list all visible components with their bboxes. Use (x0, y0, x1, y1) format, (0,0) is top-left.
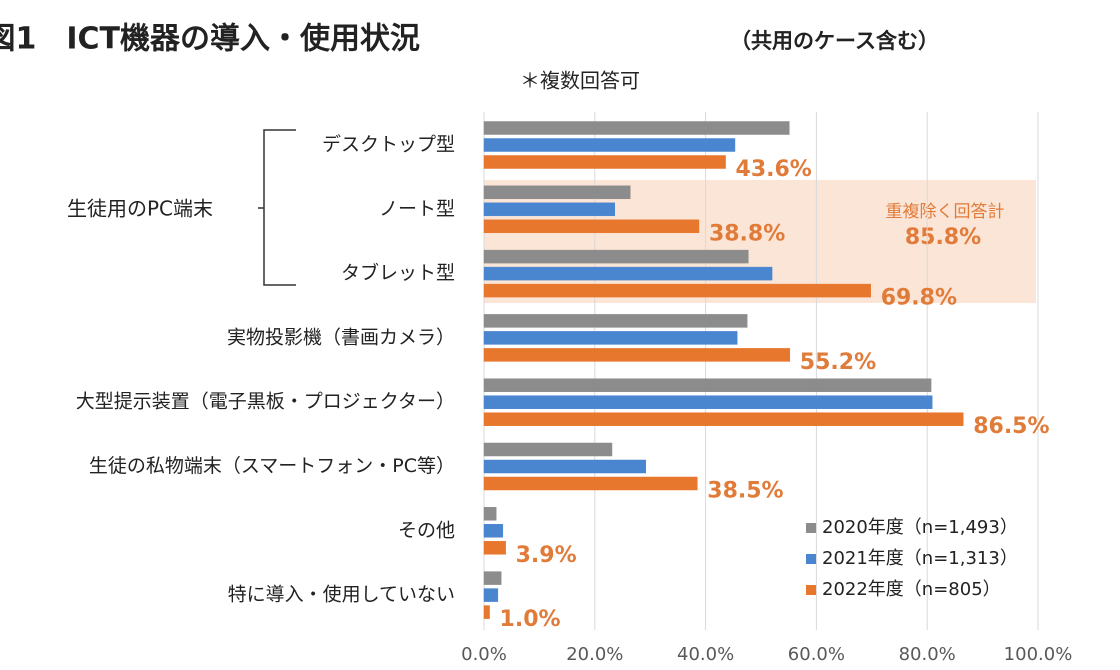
highlight-box (484, 180, 1036, 303)
bar (483, 155, 726, 169)
value-label: 1.0% (500, 607, 561, 632)
bar (483, 476, 698, 491)
y-tick-label: デスクトップ型 (322, 134, 455, 156)
legend-swatch (806, 554, 816, 564)
bar (483, 249, 749, 264)
bar (483, 185, 631, 200)
bar (483, 507, 497, 521)
y-tick-label: その他 (398, 519, 455, 541)
bar (483, 541, 506, 555)
value-label: 38.5% (707, 479, 783, 504)
legend-label: 2022年度（n=805） (822, 579, 1001, 600)
group-bracket (258, 129, 296, 286)
bar (483, 348, 791, 362)
y-tick-label: 大型提示装置（電子黒板・プロジェクター） (76, 391, 455, 413)
group-label: 生徒用のPC端末 (67, 197, 213, 221)
legend-label: 2021年度（n=1,313） (822, 548, 1018, 569)
y-tick-label: ノート型 (379, 198, 455, 220)
bar (483, 314, 748, 328)
summary-label: 85.8% (905, 225, 981, 250)
bar (483, 283, 871, 298)
bar (483, 219, 700, 234)
bar (483, 412, 964, 426)
bar (483, 588, 499, 602)
bar (483, 138, 736, 152)
value-label: 43.6% (736, 157, 812, 182)
bar (483, 605, 490, 619)
value-label: 38.8% (709, 221, 785, 246)
x-tick-label: 0.0% (461, 644, 507, 665)
legend-label: 2020年度（n=1,493） (822, 517, 1018, 538)
bar (483, 442, 613, 457)
legend-swatch (806, 523, 816, 533)
chart-title-note: （共用のケース含む） (730, 29, 939, 53)
y-tick-label: 実物投影機（書画カメラ） (227, 326, 455, 348)
bar (483, 459, 647, 474)
value-label: 3.9% (516, 543, 577, 568)
value-label: 86.5% (973, 414, 1049, 439)
x-tick-label: 60.0% (788, 644, 845, 665)
value-label: 69.8% (881, 286, 957, 311)
x-tick-label: 40.0% (677, 644, 734, 665)
y-tick-label: タブレット型 (341, 261, 455, 284)
bar (483, 202, 615, 217)
bar (483, 266, 773, 281)
x-tick-label: 20.0% (566, 644, 623, 665)
bar (483, 378, 932, 392)
x-tick-label: 100.0% (1004, 644, 1073, 665)
y-tick-label: 生徒の私物端末（スマートフォン・PC等） (89, 455, 455, 477)
bar (483, 331, 738, 345)
legend-swatch (806, 585, 816, 595)
bar (483, 395, 933, 409)
bar (483, 571, 502, 585)
value-label: 55.2% (800, 350, 876, 375)
chart-subtitle: ＊複数回答可 (520, 69, 640, 93)
x-tick-label: 80.0% (899, 644, 956, 665)
summary-title: 重複除く回答計 (886, 202, 1005, 222)
bar (483, 524, 504, 538)
chart-title: ●図1 ICT機器の導入・使用状況 (0, 22, 420, 57)
bar (483, 121, 790, 135)
y-tick-label: 特に導入・使用していない (228, 584, 455, 606)
